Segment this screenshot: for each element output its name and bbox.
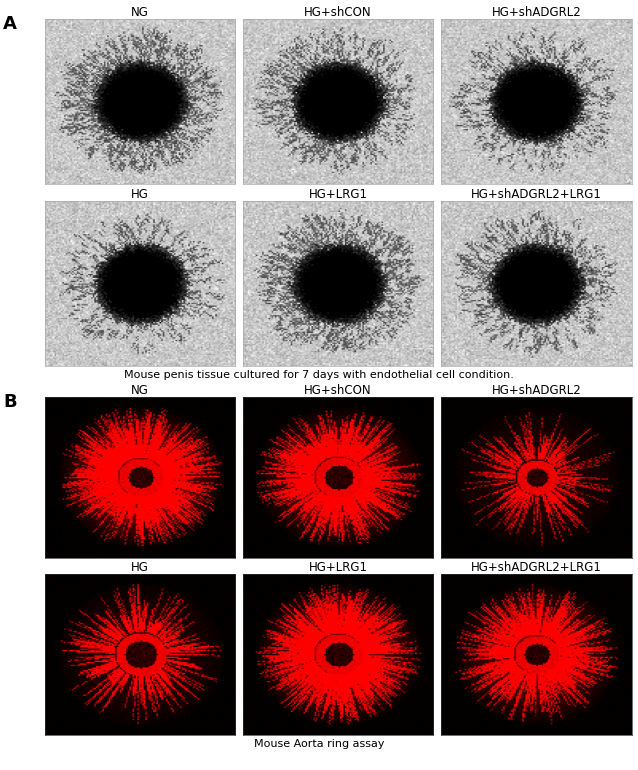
Text: Mouse Aorta ring assay: Mouse Aorta ring assay — [254, 739, 384, 749]
Title: HG+LRG1: HG+LRG1 — [309, 561, 367, 574]
Title: HG+shADGRL2+LRG1: HG+shADGRL2+LRG1 — [471, 188, 602, 201]
Title: HG+shCON: HG+shCON — [304, 383, 372, 397]
Title: NG: NG — [131, 383, 149, 397]
Title: HG+shADGRL2: HG+shADGRL2 — [491, 383, 581, 397]
Title: HG: HG — [131, 561, 149, 574]
Text: A: A — [3, 15, 17, 33]
Text: Mouse penis tissue cultured for 7 days with endothelial cell condition.: Mouse penis tissue cultured for 7 days w… — [124, 370, 514, 380]
Title: HG: HG — [131, 188, 149, 201]
Title: NG: NG — [131, 6, 149, 19]
Text: B: B — [3, 393, 17, 410]
Title: HG+LRG1: HG+LRG1 — [309, 188, 367, 201]
Title: HG+shADGRL2: HG+shADGRL2 — [491, 6, 581, 19]
Title: HG+shCON: HG+shCON — [304, 6, 372, 19]
Title: HG+shADGRL2+LRG1: HG+shADGRL2+LRG1 — [471, 561, 602, 574]
